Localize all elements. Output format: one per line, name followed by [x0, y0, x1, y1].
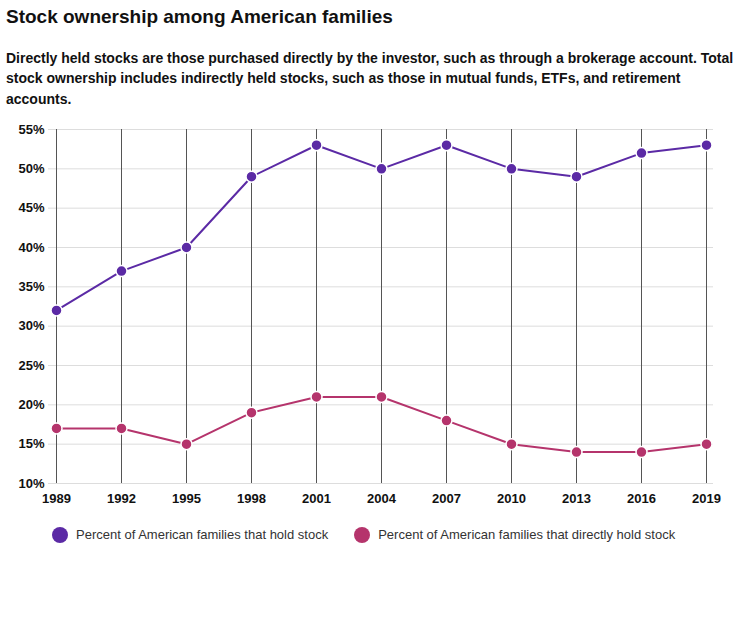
- svg-text:1992: 1992: [107, 491, 136, 506]
- svg-text:2010: 2010: [497, 491, 526, 506]
- svg-text:1989: 1989: [42, 491, 71, 506]
- svg-text:2007: 2007: [432, 491, 461, 506]
- svg-text:55%: 55%: [18, 122, 44, 137]
- svg-text:40%: 40%: [18, 240, 44, 255]
- svg-text:15%: 15%: [18, 436, 44, 451]
- svg-text:10%: 10%: [18, 476, 44, 491]
- svg-text:1998: 1998: [237, 491, 266, 506]
- html-text:Percent of American families t: Percent of American families that hold s…: [76, 527, 329, 543]
- html-text:Stock ownership among American: Stock ownership among American families: [6, 6, 393, 27]
- html-text:Directly held stocks are those: Directly held stocks are those purchased…: [6, 50, 734, 107]
- svg-text:50%: 50%: [18, 161, 44, 176]
- svg-text:2001: 2001: [302, 491, 331, 506]
- svg-text:2016: 2016: [627, 491, 656, 506]
- html-text:Percent of American families t: Percent of American families that direct…: [378, 527, 676, 543]
- svg-text:20%: 20%: [18, 397, 44, 412]
- svg-text:2019: 2019: [692, 491, 721, 506]
- svg-text:30%: 30%: [18, 318, 44, 333]
- svg-text:1995: 1995: [172, 491, 201, 506]
- svg-text:2004: 2004: [367, 491, 397, 506]
- svg-text:35%: 35%: [18, 279, 44, 294]
- svg-text:45%: 45%: [18, 200, 44, 215]
- svg-text:2013: 2013: [562, 491, 591, 506]
- svg-text:25%: 25%: [18, 358, 44, 373]
